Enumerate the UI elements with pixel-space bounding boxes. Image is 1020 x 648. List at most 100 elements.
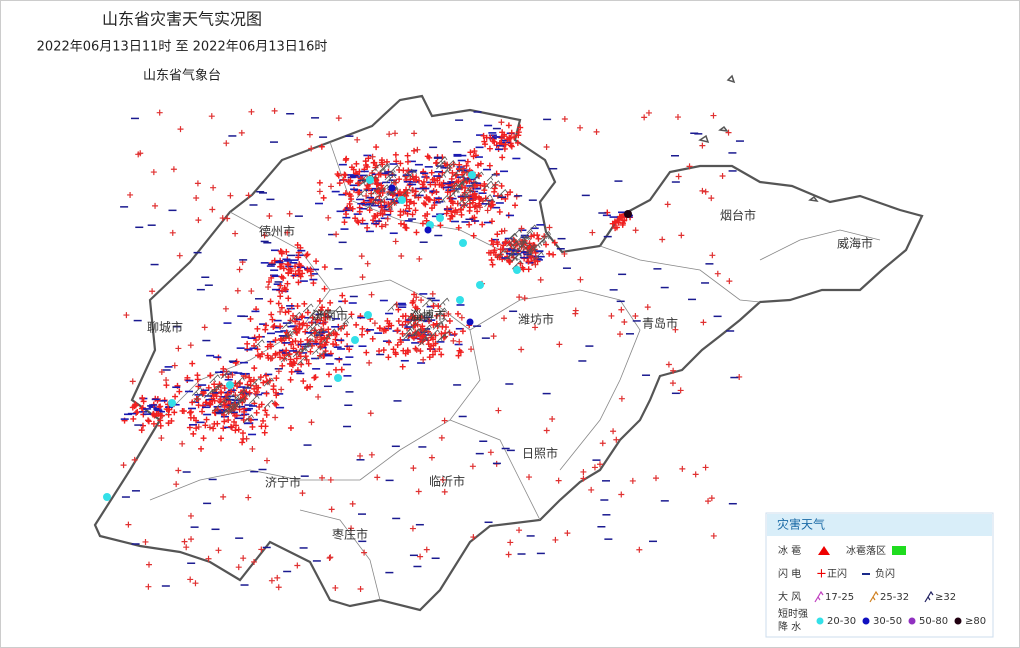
positive-lightning [275,368,282,375]
wind-barb [219,395,231,405]
positive-lightning [397,212,404,219]
rain-dot [388,184,396,192]
wind-barb [407,322,419,332]
positive-lightning [263,411,270,418]
positive-lightning [526,240,533,247]
positive-lightning [664,201,671,208]
wind-barb [312,345,323,355]
positive-lightning [537,276,544,283]
wind-barb [263,377,275,387]
positive-lightning [392,238,399,245]
positive-lightning [304,385,311,392]
positive-lightning [577,276,584,283]
positive-lightning [307,348,314,355]
positive-lightning [138,427,145,434]
wind-barb [437,318,448,328]
positive-lightning [145,418,152,425]
rain-dot [366,176,374,184]
positive-lightning [277,323,284,330]
positive-lightning [291,360,298,367]
wind-barb [313,311,325,321]
rain-icon [862,617,870,625]
positive-lightning [221,401,228,408]
positive-lightning [617,331,624,338]
positive-lightning [448,212,455,219]
positive-lightning [498,182,505,189]
positive-lightning [418,333,425,340]
legend-label: 短时强 [778,607,808,620]
positive-lightning [376,325,383,332]
positive-lightning [304,267,311,274]
wind-barb [457,178,469,188]
positive-lightning [355,219,362,226]
positive-lightning [142,538,149,545]
rain-dot [436,214,444,222]
positive-lightning [644,304,651,311]
wind-barb [511,229,522,239]
city-label: 威海市 [837,236,873,251]
positive-lightning [176,252,183,259]
positive-lightning [245,494,252,501]
positive-lightning [430,302,437,309]
wind-barb [370,186,381,196]
wind-barb [432,320,444,330]
positive-lightning [504,191,511,198]
positive-lightning [316,188,323,195]
rain-dot [459,239,467,247]
positive-lightning [194,376,201,383]
wind-barb [419,311,431,321]
positive-lightning [618,306,625,313]
positive-lightning [477,195,484,202]
positive-lightning [599,440,606,447]
positive-lightning [189,360,196,367]
positive-lightning [170,166,177,173]
positive-lightning [277,308,284,315]
legend-label: 冰雹落区 [846,544,886,557]
positive-lightning [397,160,404,167]
wind-barb [377,195,389,205]
positive-lightning [198,445,205,452]
positive-lightning [310,280,317,287]
positive-lightning [429,176,436,183]
positive-lightning [327,476,334,483]
wind-barb [210,384,221,394]
wind-barb [447,182,459,192]
positive-lightning [489,261,496,268]
positive-lightning [619,221,626,228]
positive-lightning [588,486,595,493]
positive-lightning [438,434,445,441]
wind-barb [520,236,531,246]
positive-lightning [699,142,706,149]
positive-lightning [418,315,425,322]
positive-lightning [336,180,343,187]
positive-lightning [163,377,170,384]
positive-lightning [500,242,507,249]
positive-lightning [468,346,475,353]
legend-label: 25-32 [880,592,909,603]
positive-lightning [330,340,337,347]
positive-lightning [330,330,337,337]
positive-lightning [549,416,556,423]
positive-lightning [299,270,306,277]
positive-lightning [232,427,239,434]
wind-barb [365,201,377,211]
positive-lightning [679,465,686,472]
positive-lightning [271,257,278,264]
positive-lightning [368,190,375,197]
positive-lightning [364,163,371,170]
wind-barb [417,337,429,347]
positive-lightning [432,332,439,339]
positive-lightning [677,387,684,394]
positive-lightning [173,481,180,488]
positive-lightning [335,115,342,122]
positive-lightning [652,475,659,482]
positive-lightning [491,188,498,195]
positive-lightning [262,407,269,414]
island [808,195,819,202]
positive-lightning [324,314,331,321]
positive-lightning [455,352,462,359]
positive-lightning [284,261,291,268]
city-label: 潍坊市 [518,312,554,327]
positive-lightning [342,190,349,197]
positive-lightning [526,474,533,481]
